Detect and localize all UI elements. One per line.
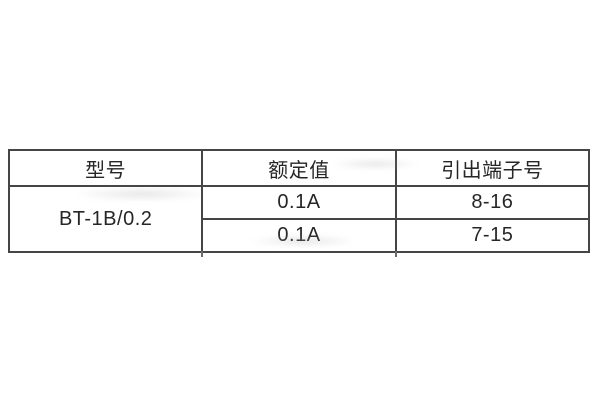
column-header-terminal-numbers: 引出端子号 bbox=[394, 149, 591, 187]
relay-spec-table: 型号 额定值 引出端子号 BT-1B/0.2 0.1A 8-16 0.1A 7-… bbox=[7, 149, 591, 253]
table-row: 0.1A 7-15 bbox=[9, 218, 591, 253]
rated-value-cell: 0.1A bbox=[201, 185, 397, 220]
terminal-numbers-cell: 8-16 bbox=[394, 185, 591, 220]
column-divider-overhang bbox=[395, 251, 397, 257]
header-row: 型号 额定值 引出端子号 bbox=[7, 149, 591, 187]
rated-value-cell: 0.1A bbox=[201, 218, 397, 253]
table-body: BT-1B/0.2 0.1A 8-16 0.1A 7-15 bbox=[7, 185, 591, 253]
model-cell: BT-1B/0.2 bbox=[7, 185, 204, 253]
column-header-model: 型号 bbox=[7, 149, 204, 187]
table-header: 型号 额定值 引出端子号 bbox=[7, 149, 591, 187]
column-header-rated-value: 额定值 bbox=[201, 149, 397, 187]
terminal-numbers-cell: 7-15 bbox=[394, 218, 591, 253]
column-divider-overhang bbox=[201, 251, 203, 257]
table-row: BT-1B/0.2 0.1A 8-16 bbox=[7, 185, 591, 253]
